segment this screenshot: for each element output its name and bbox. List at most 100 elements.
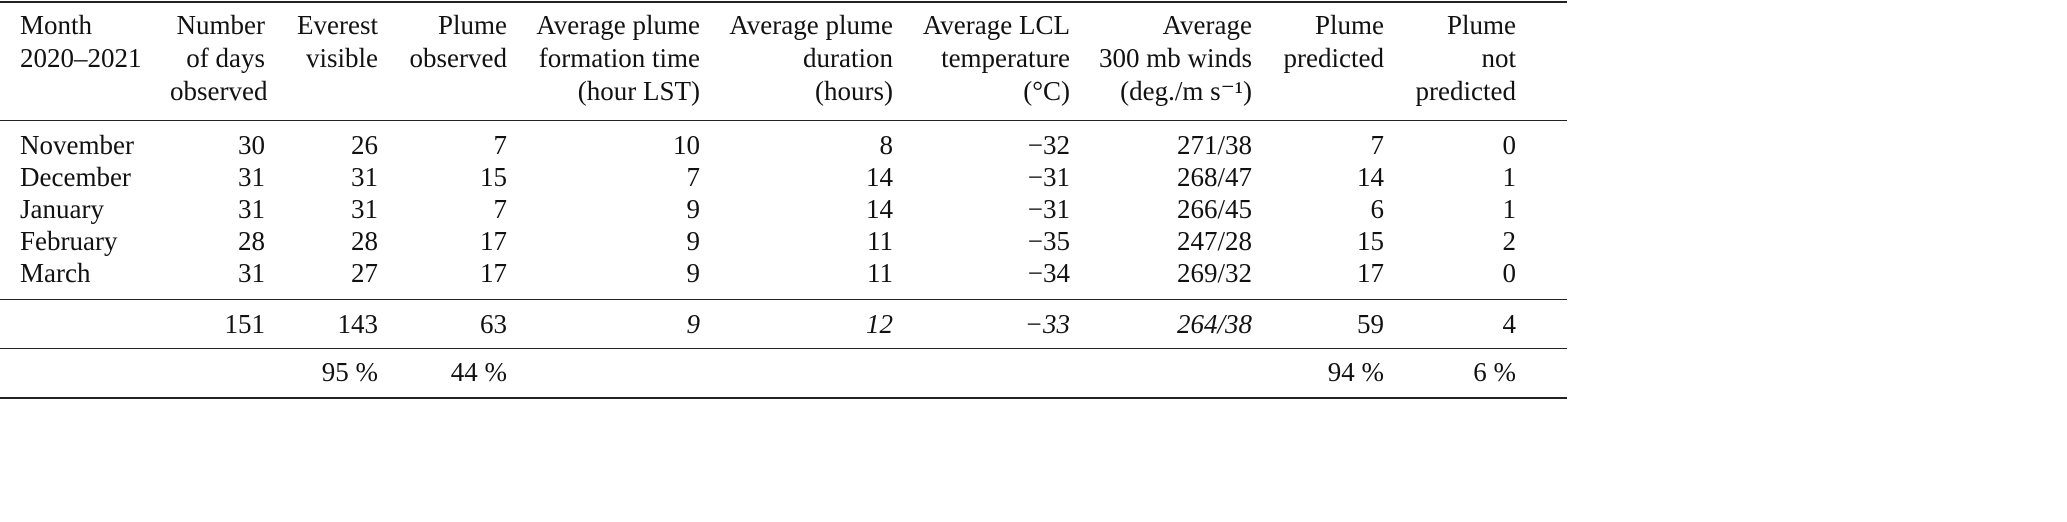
header-line: Plume — [1314, 10, 1384, 40]
table-header: Month 2020–2021 Number of days observed Evere… — [0, 1, 1567, 121]
header-line: Average plume — [536, 10, 700, 40]
cell: 11 — [867, 258, 893, 288]
cell: −31 — [1027, 162, 1070, 192]
cell: 31 — [351, 194, 378, 224]
cell: 9 — [686, 226, 701, 256]
cell: 31 — [238, 162, 265, 192]
total-cell: 63 — [378, 299, 507, 349]
cell: 14 — [866, 194, 893, 224]
table-row: November 30 26 7 10 8 −32 271/38 7 0 — [0, 121, 1567, 162]
header-row: Month 2020–2021 Number of days observed Evere… — [0, 1, 1567, 121]
cell: 0 — [1502, 130, 1517, 160]
header-line: Average plume — [729, 10, 893, 40]
cell: 28 — [238, 226, 265, 256]
table-body: November 30 26 7 10 8 −32 271/38 7 0 December 31 31 1… — [0, 121, 1567, 300]
month-cell: January — [20, 194, 104, 224]
cell: 31 — [238, 258, 265, 288]
header-line: of days — [186, 43, 265, 73]
cell: −32 — [1027, 130, 1070, 160]
header-line: visible — [306, 43, 378, 73]
cell: 7 — [493, 194, 508, 224]
header-line: not — [1481, 43, 1516, 73]
cell: 0 — [1502, 258, 1517, 288]
header-line: Number — [176, 10, 265, 40]
percent-cell: 6 % — [1384, 348, 1567, 399]
percent-cell: 94 % — [1252, 348, 1384, 399]
header-cell: Average plume duration (hours) — [700, 1, 893, 121]
header-line: (deg./m s⁻¹) — [1120, 76, 1252, 106]
header-cell: Everest visible — [265, 1, 378, 121]
total-cell: 4 — [1384, 299, 1567, 349]
total-cell: 9 — [507, 299, 700, 349]
cell: 26 — [351, 130, 378, 160]
header-cell: Average plume formation time (hour LST) — [507, 1, 700, 121]
cell: 15 — [480, 162, 507, 192]
header-line: Everest — [297, 10, 378, 40]
cell: −31 — [1027, 194, 1070, 224]
cell — [0, 348, 170, 399]
cell: 28 — [351, 226, 378, 256]
header-line: Plume — [437, 10, 507, 40]
table-row: January 31 31 7 9 14 −31 266/45 6 1 — [0, 193, 1567, 225]
header-line: Average — [1162, 10, 1252, 40]
total-cell: 12 — [700, 299, 893, 349]
cell — [507, 348, 700, 399]
header-cell: Average LCL temperature (°C) — [893, 1, 1070, 121]
cell: 269/32 — [1176, 258, 1252, 288]
total-cell: 264/38 — [1070, 299, 1252, 349]
data-table: Month 2020–2021 Number of days observed Evere… — [0, 1, 1567, 399]
header-cell: Plume observed — [378, 1, 507, 121]
total-cell: 143 — [265, 299, 378, 349]
cell: 2 — [1502, 226, 1517, 256]
header-line: observed — [170, 76, 268, 106]
cell: −34 — [1027, 258, 1070, 288]
cell: 7 — [686, 162, 701, 192]
header-line: 2020–2021 — [20, 43, 142, 73]
cell: 17 — [1357, 258, 1384, 288]
table-row: February 28 28 17 9 11 −35 247/28 15 2 — [0, 225, 1567, 257]
month-cell: February — [20, 226, 118, 256]
cell: 15 — [1357, 226, 1384, 256]
header-line: temperature — [941, 43, 1070, 73]
percent-cell: 44 % — [378, 348, 507, 399]
cell: −35 — [1027, 226, 1070, 256]
header-line: predicted — [1283, 43, 1384, 73]
cell: 271/38 — [1176, 130, 1252, 160]
totals-row: 151 143 63 9 12 −33 264/38 59 4 — [0, 299, 1567, 349]
header-line: predicted — [1415, 76, 1516, 106]
header-line: Month — [20, 10, 93, 40]
header-line: (°C) — [1023, 76, 1070, 106]
cell: 1 — [1502, 162, 1517, 192]
header-line: (hour LST) — [577, 76, 700, 106]
header-cell: Month 2020–2021 — [0, 1, 170, 121]
cell: 266/45 — [1176, 194, 1252, 224]
percentages-row: 95 % 44 % 94 % 6 % — [0, 348, 1567, 399]
cell: 6 — [1370, 194, 1385, 224]
header-line: (hours) — [815, 76, 893, 106]
month-cell: November — [20, 130, 134, 160]
cell: 9 — [686, 194, 701, 224]
cell: 17 — [480, 258, 507, 288]
cell — [0, 299, 170, 349]
cell: 31 — [238, 194, 265, 224]
percentages-section: 95 % 44 % 94 % 6 % — [0, 348, 1567, 399]
cell: 8 — [879, 130, 894, 160]
month-cell: December — [20, 162, 131, 192]
header-line: 300 mb winds — [1098, 43, 1252, 73]
header-cell: Average 300 mb winds (deg./m s⁻¹) — [1070, 1, 1252, 121]
cell: 9 — [686, 258, 701, 288]
cell: 247/28 — [1176, 226, 1252, 256]
percent-cell: 95 % — [265, 348, 378, 399]
cell: 7 — [493, 130, 508, 160]
header-line: Average LCL — [922, 10, 1070, 40]
table-row: December 31 31 15 7 14 −31 268/47 14 1 — [0, 161, 1567, 193]
header-line: duration — [803, 43, 893, 73]
header-line: observed — [409, 43, 507, 73]
cell: 7 — [1370, 130, 1385, 160]
cell: 30 — [238, 130, 265, 160]
cell — [893, 348, 1070, 399]
table-row: March 31 27 17 9 11 −34 269/32 17 0 — [0, 257, 1567, 300]
total-cell: 59 — [1252, 299, 1384, 349]
cell: 1 — [1502, 194, 1517, 224]
